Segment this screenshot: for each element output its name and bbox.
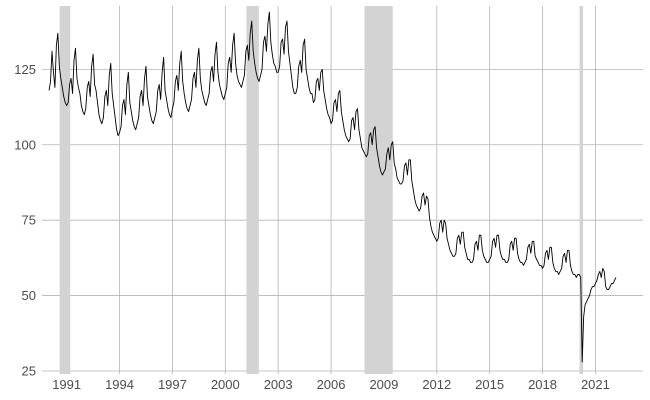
grid-lines: [42, 6, 643, 374]
x-tick-label: 1997: [158, 377, 187, 392]
series-line: [48, 11, 617, 363]
y-tick-label: 100: [14, 137, 36, 152]
x-axis-tick-labels: 1991 1994 1997 2000 2003 2006 2009 2012 2015 2018…: [52, 377, 610, 392]
x-tick-label: 2015: [475, 377, 504, 392]
recession-band: [59, 6, 71, 374]
x-tick-label: 1991: [52, 377, 81, 392]
x-tick-label: 2003: [264, 377, 293, 392]
recession-band: [246, 6, 259, 374]
x-tick-label: 1994: [105, 377, 134, 392]
x-tick-label: 2012: [422, 377, 451, 392]
y-tick-label: 125: [14, 62, 36, 77]
x-tick-label: 2006: [317, 377, 346, 392]
y-tick-label: 50: [22, 288, 36, 303]
x-tick-label: 2009: [369, 377, 398, 392]
recession-band: [364, 6, 393, 374]
x-tick-label: 2018: [528, 377, 557, 392]
y-axis-tick-labels: 25 50 75 100 125: [14, 62, 36, 379]
x-tick-label: 2000: [211, 377, 240, 392]
recession-band: [579, 6, 584, 374]
series-layer: [48, 11, 617, 363]
x-tick-label: 2021: [581, 377, 610, 392]
recession-bands: [59, 6, 584, 374]
y-tick-label: 75: [22, 213, 36, 228]
y-tick-label: 25: [22, 363, 36, 378]
